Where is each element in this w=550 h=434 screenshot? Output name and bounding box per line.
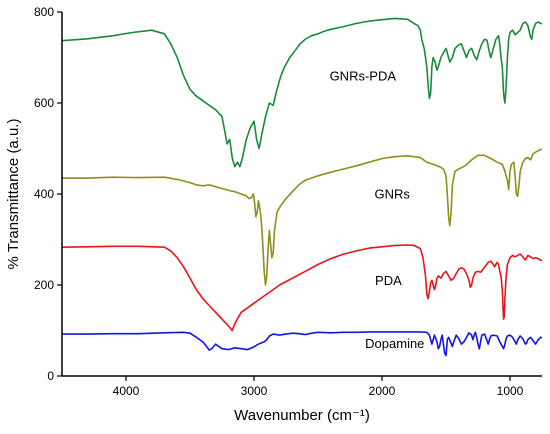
series-label: PDA <box>375 273 402 288</box>
x-tick-label: 1000 <box>497 384 524 398</box>
series-line-gnrs-pda <box>61 17 543 168</box>
x-tick-label: 3000 <box>241 384 268 398</box>
x-tick-label: 4000 <box>113 384 140 398</box>
series-label: Dopamine <box>365 336 424 351</box>
series-label: GNRs-PDA <box>330 68 397 83</box>
y-tick-label: 400 <box>34 187 54 201</box>
series-line-pda <box>61 244 543 332</box>
y-tick-label: 0 <box>47 369 54 383</box>
series-layer <box>61 17 543 357</box>
y-tick-label: 800 <box>34 5 54 19</box>
series-label-layer: GNRs-PDA GNRs PDA Dopamine <box>330 68 425 351</box>
x-axis-title: Wavenumber (cm⁻¹) <box>234 407 370 424</box>
series-line-dopamine <box>62 331 543 357</box>
series-line-gnrs <box>62 148 542 286</box>
axes: 0 200 400 600 800 4000 3000 2000 1000 <box>34 5 542 398</box>
x-tick-label: 2000 <box>369 384 396 398</box>
series-label: GNRs <box>375 187 411 202</box>
y-tick-label: 200 <box>34 278 54 292</box>
y-tick-label: 600 <box>34 96 54 110</box>
y-axis-title: % Transmittance (a.u.) <box>5 119 22 270</box>
